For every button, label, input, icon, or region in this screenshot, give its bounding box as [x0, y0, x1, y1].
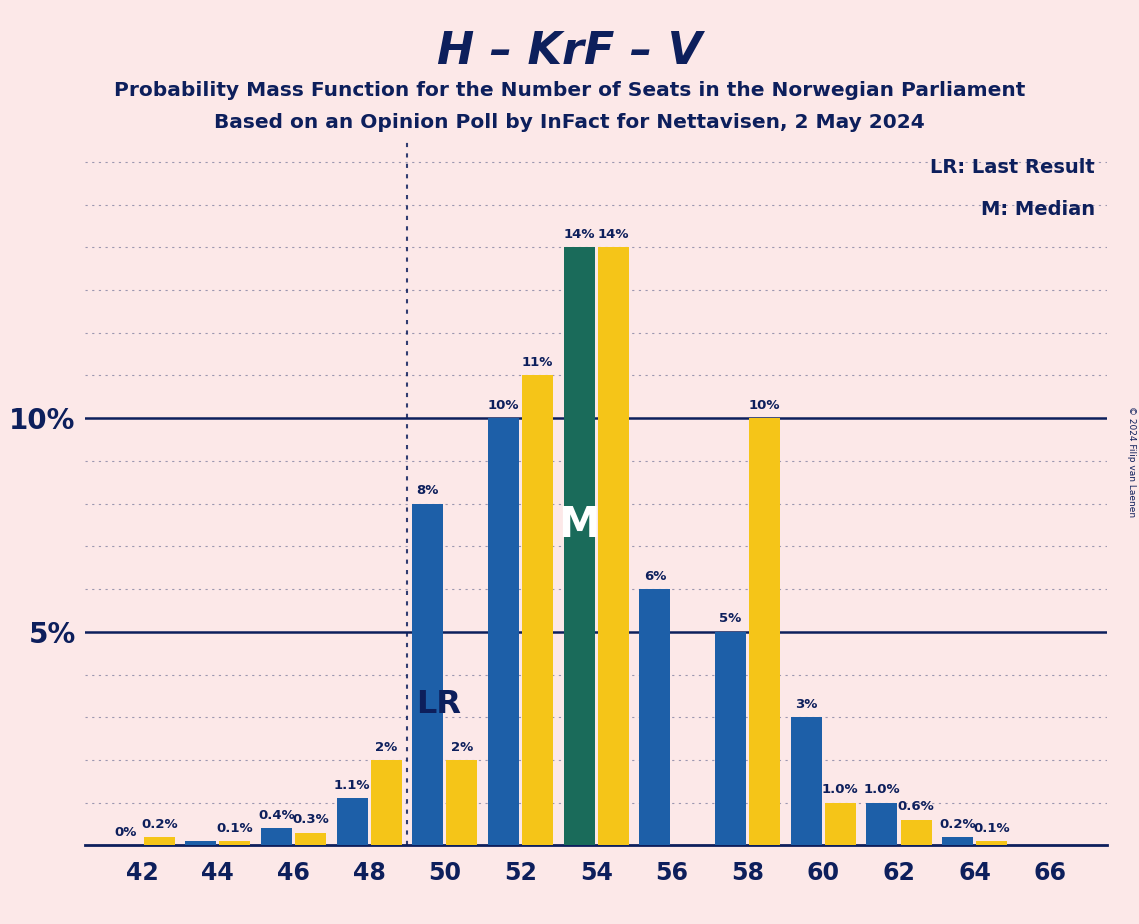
Text: 5%: 5%: [720, 613, 741, 626]
Bar: [370, 760, 402, 845]
Text: 3%: 3%: [795, 698, 818, 711]
Bar: [867, 803, 898, 845]
Text: 0.2%: 0.2%: [940, 818, 976, 831]
Text: 2%: 2%: [451, 741, 473, 754]
Text: 10%: 10%: [487, 399, 519, 412]
Bar: [825, 803, 855, 845]
Text: 1.0%: 1.0%: [822, 784, 859, 796]
Text: H – KrF – V: H – KrF – V: [437, 30, 702, 73]
Bar: [976, 841, 1007, 845]
Bar: [186, 841, 216, 845]
Bar: [412, 504, 443, 845]
Bar: [522, 375, 554, 845]
Text: 1.0%: 1.0%: [863, 784, 900, 796]
Bar: [261, 829, 292, 845]
Bar: [487, 419, 519, 845]
Bar: [715, 632, 746, 845]
Bar: [564, 248, 595, 845]
Text: 11%: 11%: [522, 356, 554, 369]
Text: 14%: 14%: [564, 228, 595, 241]
Bar: [144, 837, 174, 845]
Text: 0.6%: 0.6%: [898, 800, 934, 813]
Bar: [337, 798, 368, 845]
Bar: [901, 820, 932, 845]
Bar: [942, 837, 973, 845]
Text: 0%: 0%: [114, 826, 137, 839]
Bar: [598, 248, 629, 845]
Text: Based on an Opinion Poll by InFact for Nettavisen, 2 May 2024: Based on an Opinion Poll by InFact for N…: [214, 113, 925, 132]
Text: 6%: 6%: [644, 570, 666, 583]
Text: 0.4%: 0.4%: [259, 808, 295, 822]
Bar: [446, 760, 477, 845]
Bar: [790, 717, 822, 845]
Text: 10%: 10%: [749, 399, 780, 412]
Bar: [749, 419, 780, 845]
Bar: [639, 590, 671, 845]
Text: M: Median: M: Median: [981, 201, 1095, 219]
Bar: [295, 833, 326, 845]
Text: 0.1%: 0.1%: [216, 821, 253, 834]
Text: Probability Mass Function for the Number of Seats in the Norwegian Parliament: Probability Mass Function for the Number…: [114, 81, 1025, 101]
Text: M: M: [558, 504, 600, 546]
Text: © 2024 Filip van Laenen: © 2024 Filip van Laenen: [1126, 407, 1136, 517]
Text: 0.2%: 0.2%: [141, 818, 178, 831]
Text: 0.1%: 0.1%: [974, 821, 1010, 834]
Text: 8%: 8%: [417, 484, 439, 497]
Text: 14%: 14%: [598, 228, 629, 241]
Text: 2%: 2%: [375, 741, 398, 754]
Bar: [220, 841, 251, 845]
Text: 0.3%: 0.3%: [293, 813, 329, 826]
Text: 1.1%: 1.1%: [334, 779, 370, 792]
Text: LR: Last Result: LR: Last Result: [931, 158, 1095, 177]
Text: LR: LR: [417, 689, 461, 720]
